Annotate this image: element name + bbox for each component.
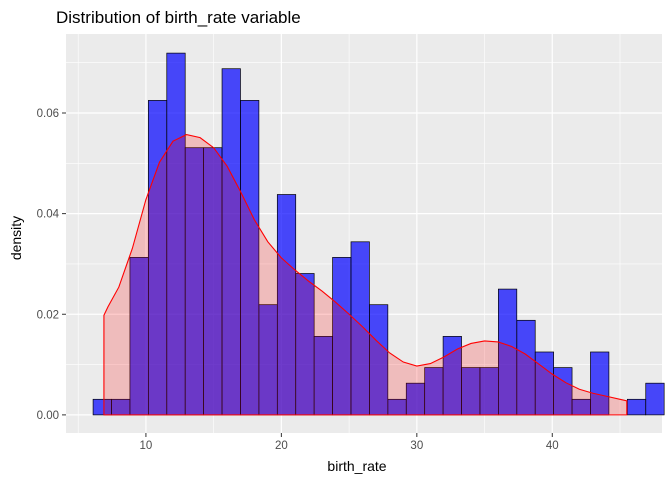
y-tick-label: 0.00 bbox=[37, 410, 59, 422]
y-tick-label: 0.06 bbox=[37, 108, 59, 120]
x-tick-label: 10 bbox=[140, 440, 153, 452]
density-curve bbox=[103, 134, 628, 416]
x-tick-label: 20 bbox=[275, 440, 288, 452]
x-axis: 10 20 30 40 bbox=[140, 433, 559, 452]
histogram-bar-31 bbox=[645, 382, 665, 416]
density-layer bbox=[103, 134, 628, 416]
y-axis-title: density bbox=[8, 216, 24, 260]
y-tick-label: 0.04 bbox=[37, 209, 60, 221]
histogram-bar-30 bbox=[626, 398, 647, 416]
x-tick-label: 40 bbox=[546, 440, 559, 452]
x-tick-label: 30 bbox=[410, 440, 423, 452]
y-axis: 0.00 0.02 0.04 0.06 bbox=[37, 108, 66, 422]
x-axis-title: birth_rate bbox=[327, 458, 386, 474]
y-tick-label: 0.02 bbox=[37, 309, 59, 321]
chart-title: Distribution of birth_rate variable bbox=[56, 8, 301, 27]
histogram-bars bbox=[92, 52, 665, 416]
